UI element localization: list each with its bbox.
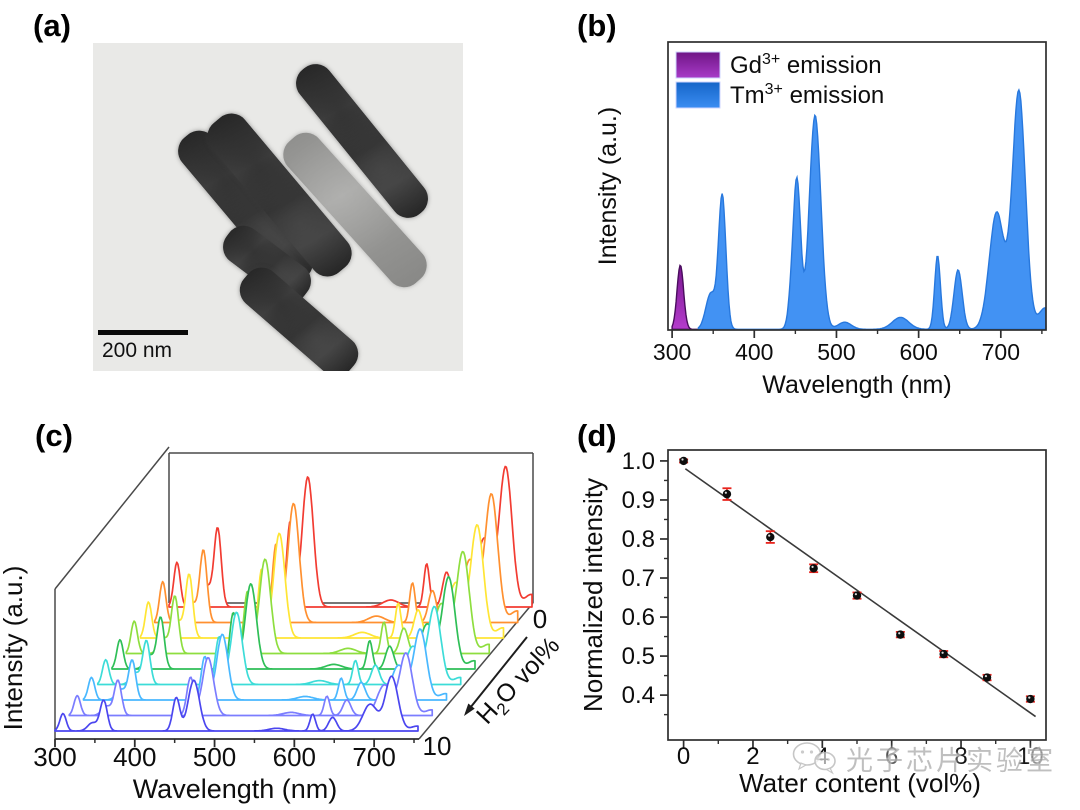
x-tick-label: 6	[885, 743, 898, 770]
spectrum-curve	[153, 493, 519, 624]
x-tick-label: 10	[1017, 743, 1044, 770]
legend-swatch	[675, 81, 721, 109]
spectrum-curve	[139, 524, 505, 639]
x-tick-label: 400	[113, 742, 156, 772]
y-tick-label: 0.8	[622, 526, 655, 553]
spectrum-curve	[125, 550, 491, 655]
x-axis-title: Wavelength (nm)	[133, 774, 338, 804]
z-axis-arrowhead	[464, 703, 475, 716]
x-axis-title: Water content (vol%)	[739, 768, 981, 798]
data-point	[766, 532, 775, 542]
scale-bar-label: 200 nm	[102, 339, 173, 362]
y-axis-title: Intensity (a.u.)	[594, 107, 622, 265]
z-tick-label-front: 10	[423, 731, 452, 761]
spectrum-curve	[96, 605, 462, 686]
box-edge-left-top	[54, 446, 170, 590]
x-tick-label: 8	[954, 743, 967, 770]
x-tick-label: 700	[982, 339, 1020, 365]
x-tick-label: 500	[193, 742, 236, 772]
y-tick-label: 0.6	[622, 604, 655, 631]
tm-emission-area	[697, 88, 1047, 330]
y-tick-label: 0.5	[622, 643, 655, 670]
x-tick-label: 600	[899, 339, 937, 365]
data-point	[722, 489, 732, 499]
x-tick-label: 400	[735, 339, 773, 365]
spectrum-curve	[68, 652, 434, 717]
x-tick-label: 300	[653, 339, 691, 365]
scale-bar	[98, 330, 188, 335]
waterfall-spectra-chart: 300 400 500 600 700 Wavelength (nm) Intensity …	[0, 446, 565, 804]
y-tick-label: 0.4	[622, 682, 655, 709]
data-point	[852, 591, 862, 600]
y-axis-title: Normalized intensity	[578, 478, 608, 712]
spectrum-curve	[111, 576, 476, 670]
x-tick-label: 700	[352, 742, 395, 772]
spectrum-curve	[54, 675, 419, 732]
panel-b-label: (b)	[577, 8, 617, 43]
data-point	[1026, 694, 1035, 704]
spectrum-curve	[82, 628, 448, 701]
emission-spectrum-chart: 300 400 500 600 700 Wavelength (nm) Intensity …	[594, 41, 1047, 399]
panel-c-label: (c)	[35, 418, 73, 453]
data-point	[982, 673, 992, 682]
plot-frame	[667, 41, 1047, 331]
gd-emission-area	[671, 264, 700, 330]
tem-image: 200 nm	[93, 43, 463, 371]
x-tick-label: 500	[817, 339, 855, 365]
spectrum-curve	[168, 465, 533, 608]
z-axis-arrow	[465, 636, 528, 714]
legend-label: Tm3+ emission	[730, 81, 884, 109]
y-axis-title: Intensity (a.u.)	[0, 566, 28, 731]
y-tick-label: 0.7	[622, 565, 655, 592]
x-tick-label: 2	[746, 743, 759, 770]
y-tick-label: 0.9	[622, 487, 655, 514]
x-axis-title: Wavelength (nm)	[762, 371, 951, 399]
data-point	[679, 456, 688, 466]
x-tick-label: 4	[816, 743, 829, 770]
panel-a-label: (a)	[33, 8, 71, 43]
x-tick-label: 300	[33, 742, 76, 772]
data-point	[939, 649, 948, 659]
data-point	[809, 564, 818, 573]
quenching-scatter-chart: 1.0 0.9 0.8 0.7 0.6 0.5 0.4 0 2 4 6 8 10 Water conten…	[578, 448, 1047, 798]
legend-swatch	[675, 51, 721, 79]
x-tick-label: 600	[273, 742, 316, 772]
data-point	[896, 630, 905, 639]
panel-d-label: (d)	[577, 418, 617, 453]
y-tick-label: 1.0	[622, 448, 655, 475]
legend-label: Gd3+ emission	[730, 51, 882, 79]
x-tick-label: 0	[677, 743, 690, 770]
z-axis-line	[418, 602, 534, 740]
